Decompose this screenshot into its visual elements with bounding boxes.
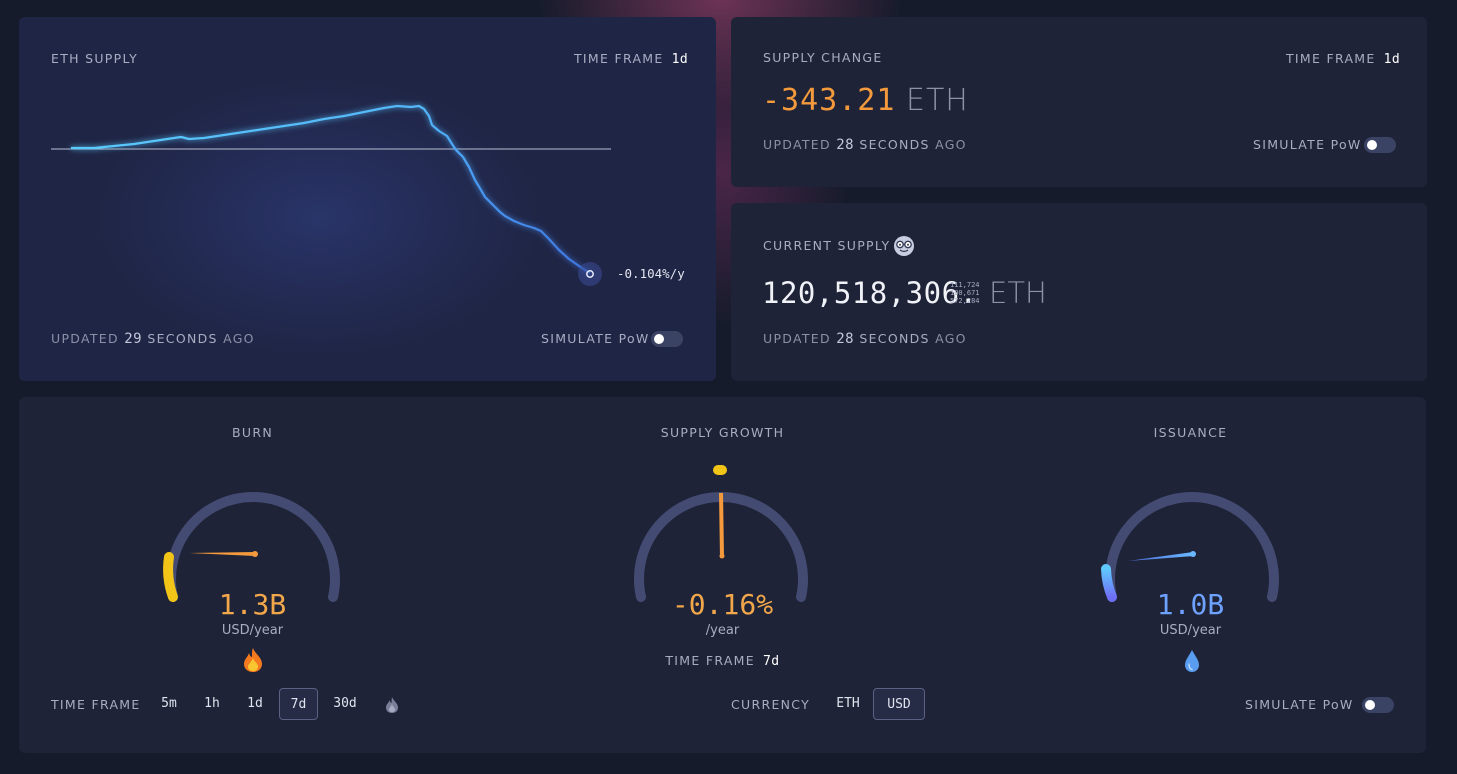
droplet-icon <box>1185 650 1199 672</box>
supply-change-time-frame[interactable]: TIME FRAME 1d <box>1286 51 1400 67</box>
current-supply-value: 120,518,306. <box>762 276 978 310</box>
currency-label: CURRENCY <box>731 697 811 712</box>
time-frame-label: TIME FRAME <box>51 697 141 712</box>
currency-eth[interactable]: ETH <box>836 696 860 711</box>
gauges-card: BURN 1.3B USD/year SUPPLY GROWTH -0.16% … <box>19 397 1426 753</box>
burn-value: 1.3B <box>218 588 287 621</box>
issuance-gauge <box>1101 492 1279 602</box>
current-supply-unit: ETH <box>989 276 1047 310</box>
burn-since-merge-flame-icon[interactable] <box>384 696 400 714</box>
current-supply-value-row: 120,518,306. <box>762 276 978 310</box>
eth-supply-card: ETH SUPPLY TIME FRAME 1d -0.104%/y UPDATE… <box>19 17 716 381</box>
current-supply-title: CURRENT SUPPLY <box>763 238 891 253</box>
simulate-pow-label: SIMULATE PoW <box>1245 697 1354 712</box>
current-point-halo <box>578 262 602 286</box>
simulate-pow-label: SIMULATE PoW <box>541 331 650 346</box>
time-frame-value: 7d <box>762 654 780 669</box>
current-supply-decimals: 111,724 100,671 572,284 <box>950 281 980 305</box>
issuance-title: ISSUANCE <box>1153 425 1228 440</box>
burn-needle <box>189 552 256 556</box>
simulate-pow-toggle[interactable] <box>1362 697 1394 713</box>
issuance-needle <box>1128 552 1194 561</box>
issuance-value: 1.0B <box>1156 588 1225 621</box>
eth-supply-time-frame[interactable]: TIME FRAME 1d <box>574 51 688 67</box>
currency-usd[interactable]: USD <box>873 688 925 720</box>
current-point <box>586 270 594 278</box>
burn-unit: USD/year <box>221 623 284 638</box>
time-frame-5m[interactable]: 5m <box>161 696 177 711</box>
supply-rate: -0.104%/y <box>617 266 685 281</box>
supply-growth-needle <box>719 493 724 558</box>
supply-chart <box>51 104 611 286</box>
supply-growth-time-frame[interactable]: TIME FRAME 7d <box>489 653 956 669</box>
eth-supply-title: ETH SUPPLY <box>51 51 139 66</box>
burn-title: BURN <box>232 425 273 440</box>
time-frame-1d[interactable]: 1d <box>247 696 263 711</box>
time-frame-30d[interactable]: 30d <box>333 696 357 711</box>
supply-growth-title: SUPPLY GROWTH <box>660 425 785 440</box>
time-frame-value: 1d <box>1383 52 1401 67</box>
time-frame-label: TIME FRAME <box>1286 51 1376 66</box>
burn-gauge <box>163 492 340 602</box>
supply-change-unit: ETH <box>905 83 969 118</box>
supply-change-title: SUPPLY CHANGE <box>763 50 883 65</box>
supply-change-value-row: -343.21 ETH <box>762 83 969 118</box>
current-supply-updated: UPDATED 28 SECONDS AGO <box>763 331 967 347</box>
nerd-face-icon <box>894 236 914 256</box>
simulate-pow-label: SIMULATE PoW <box>1253 137 1362 152</box>
fire-icon <box>244 648 262 672</box>
supply-change-updated: UPDATED 28 SECONDS AGO <box>763 137 967 153</box>
simulate-pow-toggle[interactable] <box>651 331 683 347</box>
simulate-pow-toggle[interactable] <box>1364 137 1396 153</box>
time-frame-7d[interactable]: 7d <box>279 688 318 720</box>
supply-growth-value: -0.16% <box>671 588 774 621</box>
supply-line <box>71 104 591 274</box>
time-frame-label: TIME FRAME <box>574 51 664 66</box>
supply-growth-unit: /year <box>705 623 740 638</box>
time-frame-1h[interactable]: 1h <box>204 696 220 711</box>
time-frame-value: 1d <box>671 52 689 67</box>
supply-growth-gauge <box>634 465 808 602</box>
current-supply-card: CURRENT SUPPLY 120,518,306. 111,724 100,… <box>731 203 1427 381</box>
supply-change-value: -343.21 <box>762 83 896 118</box>
eth-supply-updated: UPDATED 29 SECONDS AGO <box>51 331 255 347</box>
issuance-unit: USD/year <box>1159 623 1222 638</box>
supply-change-card: SUPPLY CHANGE TIME FRAME 1d -343.21 ETH U… <box>731 17 1427 187</box>
time-frame-label: TIME FRAME <box>665 653 755 668</box>
